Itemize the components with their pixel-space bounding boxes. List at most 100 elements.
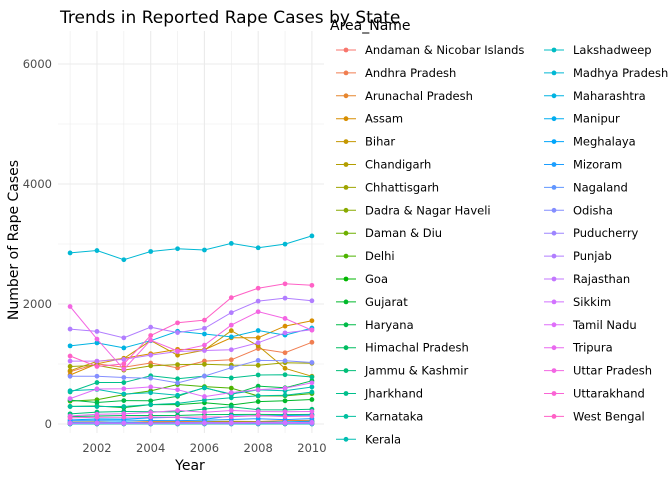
legend-label: Mizoram [573, 158, 622, 172]
legend-item-bihar: Bihar [336, 135, 395, 149]
legend-label: Madhya Pradesh [573, 66, 668, 80]
data-point-chhattisgarh [255, 362, 261, 368]
data-point-west-bengal [255, 285, 261, 291]
data-point-kerala [148, 390, 154, 396]
legend-label: Bihar [365, 135, 395, 149]
series-line-uttar-pradesh [69, 306, 313, 371]
data-point-west-bengal [282, 281, 288, 287]
data-point-jharkhand [255, 372, 261, 378]
series-line-chhattisgarh [70, 362, 312, 371]
data-point-tamil-nadu [309, 380, 315, 386]
data-point-uttarakhand [202, 414, 207, 420]
legend-key-point [343, 391, 349, 396]
data-point-madhya-pradesh [94, 248, 100, 253]
data-point-chhattisgarh [175, 362, 180, 367]
data-point-uttar-pradesh [94, 336, 100, 342]
legend-label: Goa [365, 272, 388, 286]
data-point-punjab [148, 324, 154, 330]
legend-item-andhra-pradesh: Andhra Pradesh [336, 66, 456, 80]
data-point-odisha [228, 365, 234, 371]
data-point-karnataka [67, 404, 73, 409]
data-point-jharkhand [309, 374, 315, 380]
data-point-sikkim [255, 420, 261, 425]
data-point-rajasthan [202, 348, 207, 353]
legend-label: Jammu & Kashmir [364, 364, 468, 378]
data-point-sikkim [228, 420, 234, 426]
data-point-uttarakhand [148, 414, 154, 420]
legend-item-delhi: Delhi [336, 249, 395, 263]
y-axis: 0 2000 4000 6000 [23, 57, 52, 431]
series-line-west-bengal [69, 283, 312, 368]
data-point-tripura [255, 409, 261, 414]
data-point-madhya-pradesh [309, 233, 315, 239]
series-madhya-pradesh [67, 233, 315, 263]
data-point-punjab [282, 295, 288, 301]
legend-key-point [343, 207, 349, 213]
y-tick-label: 2000 [23, 297, 52, 311]
data-point-punjab [67, 326, 73, 332]
legend-key-point [343, 162, 349, 167]
legend-label: Uttar Pradesh [573, 364, 652, 378]
data-point-uttarakhand [255, 413, 261, 418]
data-point-gujarat [309, 397, 315, 402]
data-point-odisha [309, 360, 315, 365]
data-point-odisha [94, 373, 100, 379]
legend-key-point [551, 185, 557, 190]
x-tick-label: 2008 [244, 441, 273, 455]
legend-key-point [551, 93, 557, 99]
series-layer [67, 233, 315, 427]
data-point-west-bengal [175, 320, 180, 326]
data-point-west-bengal [121, 361, 127, 367]
chart-title: Trends in Reported Rape Cases by State [59, 8, 400, 28]
legend-key-point [343, 368, 349, 373]
legend-key-point [343, 70, 349, 76]
legend-label: West Bengal [573, 409, 645, 423]
legend-item-jammu-and-kashmir: Jammu & Kashmir [336, 364, 468, 378]
data-point-haryana [121, 398, 127, 403]
legend-item-maharashtra: Maharashtra [544, 89, 646, 103]
legend-label: Puducherry [573, 226, 639, 240]
data-point-andhra-pradesh [309, 339, 315, 345]
legend-item-west-bengal: West Bengal [544, 409, 645, 423]
data-point-jharkhand [282, 372, 288, 378]
data-point-andhra-pradesh [282, 350, 288, 356]
data-point-madhya-pradesh [148, 249, 154, 254]
data-point-rajasthan [282, 330, 288, 336]
legend-key-point [551, 70, 557, 76]
legend-key-point [551, 230, 557, 236]
data-point-gujarat [255, 399, 261, 404]
legend-item-haryana: Haryana [336, 318, 414, 332]
data-point-sikkim [148, 420, 154, 426]
legend-key-point [551, 253, 557, 259]
data-point-karnataka [175, 401, 180, 406]
data-point-odisha [67, 373, 73, 379]
legend-item-chandigarh: Chandigarh [336, 158, 431, 172]
data-point-tripura [121, 411, 127, 417]
data-point-andhra-pradesh [228, 357, 234, 363]
legend-label: Arunachal Pradesh [365, 89, 473, 103]
data-point-maharashtra [255, 328, 261, 333]
legend-key-point [343, 299, 349, 305]
data-point-kerala [121, 391, 127, 397]
data-point-karnataka [121, 404, 127, 409]
legend-key-point [343, 276, 349, 282]
legend-item-uttarakhand: Uttarakhand [544, 387, 645, 401]
data-point-chhattisgarh [202, 361, 207, 367]
legend-item-sikkim: Sikkim [544, 295, 611, 309]
series-line-rajasthan [70, 329, 312, 362]
data-point-punjab [309, 298, 315, 304]
legend-item-mizoram: Mizoram [544, 158, 622, 172]
legend-item-chhattisgarh: Chhattisgarh [336, 180, 439, 194]
legend-key-point [343, 230, 349, 236]
legend-key-point [551, 414, 557, 419]
data-point-karnataka [148, 402, 154, 408]
data-point-tripura [228, 408, 234, 413]
series-line-tamil-nadu [69, 382, 312, 400]
legend-key-point [343, 436, 349, 442]
data-point-tripura [175, 408, 180, 413]
data-point-gujarat [282, 398, 288, 404]
legend-item-tripura: Tripura [544, 341, 613, 355]
data-point-tamil-nadu [228, 390, 234, 396]
data-point-rajasthan [94, 358, 100, 364]
